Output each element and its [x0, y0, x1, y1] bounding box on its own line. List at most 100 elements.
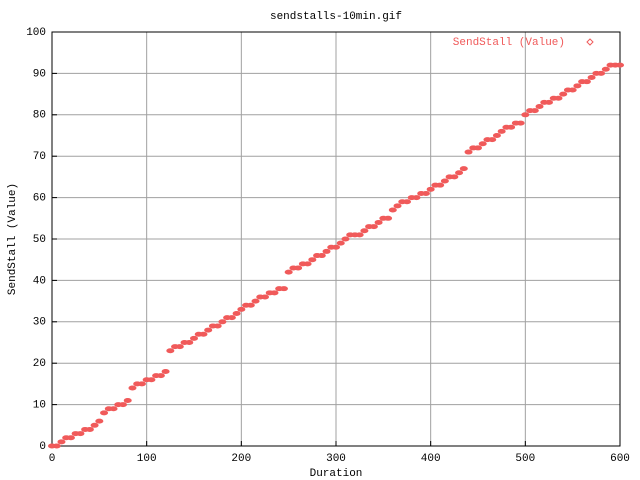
data-point	[123, 397, 132, 403]
data-point	[488, 137, 497, 143]
chart-title: sendstalls-10min.gif	[270, 11, 402, 23]
data-point	[199, 331, 208, 337]
data-point	[450, 174, 459, 180]
y-tick-label: 60	[33, 193, 46, 205]
data-point	[601, 66, 610, 72]
data-point	[384, 215, 393, 221]
data-point	[185, 340, 194, 345]
data-point	[516, 120, 525, 126]
data-point	[464, 149, 473, 155]
data-point	[573, 83, 582, 89]
data-point	[421, 190, 430, 196]
data-point	[355, 232, 364, 238]
data-point	[284, 269, 293, 275]
data-point	[303, 261, 312, 267]
x-tick-label: 0	[49, 453, 56, 465]
data-point	[109, 406, 118, 412]
data-point	[100, 410, 109, 416]
data-point	[568, 87, 577, 93]
data-point	[308, 257, 317, 263]
data-point	[251, 298, 260, 304]
data-point	[530, 108, 539, 114]
y-tick-label: 100	[26, 27, 46, 39]
data-point	[232, 311, 241, 317]
x-tick-label: 200	[231, 453, 251, 465]
data-point	[57, 439, 66, 445]
data-point	[492, 133, 501, 138]
data-point	[332, 244, 340, 250]
data-point	[190, 335, 198, 341]
x-tick-label: 100	[137, 453, 157, 465]
data-point	[317, 253, 326, 259]
data-point	[76, 431, 85, 437]
y-tick-label: 90	[33, 68, 46, 80]
data-point	[128, 385, 137, 391]
data-point	[393, 203, 402, 209]
y-tick-label: 0	[39, 441, 46, 453]
data-point	[497, 128, 506, 134]
y-tick-label: 80	[33, 110, 46, 122]
data-point	[360, 228, 369, 234]
data-point	[403, 199, 411, 205]
y-tick-label: 20	[33, 358, 46, 370]
y-tick-label: 70	[33, 151, 46, 163]
data-point	[336, 240, 345, 246]
data-point	[559, 91, 568, 97]
data-point	[474, 145, 482, 151]
data-point	[270, 290, 279, 296]
data-point	[227, 315, 236, 321]
data-point	[237, 306, 246, 312]
data-point	[213, 323, 222, 329]
data-point	[455, 170, 464, 176]
data-point	[521, 112, 530, 118]
y-tick-label: 30	[33, 317, 46, 329]
data-point	[90, 422, 99, 428]
data-point	[554, 95, 563, 101]
data-point	[294, 265, 303, 271]
data-point	[412, 195, 421, 201]
data-point	[156, 373, 165, 379]
data-point	[616, 62, 624, 68]
data-point	[66, 435, 75, 441]
data-point	[582, 79, 591, 85]
x-axis-label: Duration	[310, 468, 363, 480]
data-point	[52, 443, 61, 449]
data-point	[341, 236, 350, 242]
data-point	[597, 70, 606, 76]
data-point	[166, 348, 175, 354]
data-point	[137, 381, 146, 387]
data-point	[147, 377, 156, 383]
data-point	[388, 207, 397, 213]
legend-label: SendStall (Value)	[453, 37, 565, 49]
data-point	[426, 186, 435, 192]
y-tick-label: 10	[33, 400, 46, 412]
data-point	[218, 319, 227, 325]
data-point	[161, 368, 170, 374]
x-tick-label: 500	[515, 453, 535, 465]
data-point	[95, 418, 104, 424]
data-point	[545, 99, 553, 105]
data-point	[119, 402, 127, 408]
y-tick-label: 50	[33, 234, 46, 246]
data-point	[279, 286, 288, 292]
data-point	[436, 182, 445, 188]
data-point	[175, 344, 184, 350]
data-point	[587, 75, 596, 81]
x-tick-label: 300	[326, 453, 346, 465]
data-point	[204, 327, 213, 333]
plot-frame	[51, 31, 621, 447]
data-point	[459, 166, 468, 172]
data-point	[535, 104, 544, 110]
data-point	[440, 178, 449, 184]
data-point	[507, 124, 516, 130]
data-point	[322, 248, 331, 254]
x-tick-label: 400	[421, 453, 441, 465]
data-point	[478, 141, 487, 147]
data-point	[261, 294, 269, 300]
y-axis-label: SendStall (Value)	[7, 183, 19, 295]
data-point	[374, 219, 383, 225]
data-point	[246, 302, 255, 308]
x-tick-label: 600	[610, 453, 630, 465]
y-tick-label: 40	[33, 275, 46, 287]
